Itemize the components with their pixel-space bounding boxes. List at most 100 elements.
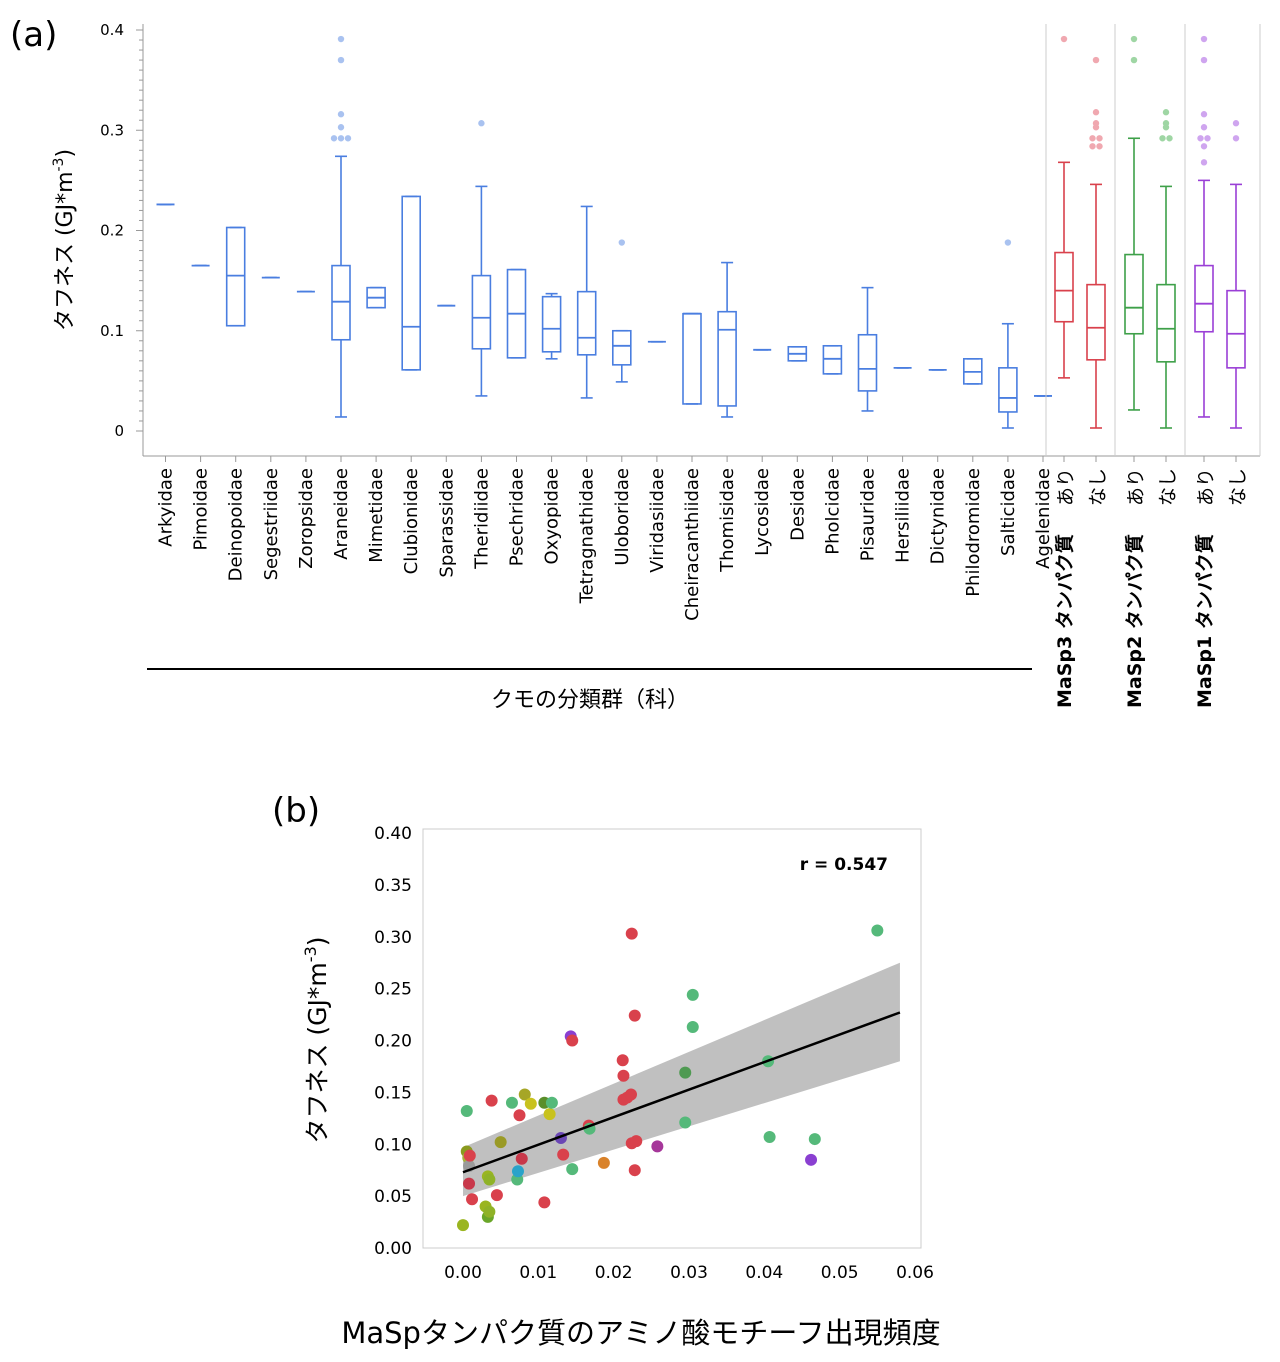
scatter-point [538, 1196, 551, 1209]
box-masp2-nashi [1156, 109, 1176, 429]
panel-a-x-labels: Arkyidae Pimoidae Deinopoidae Segestriidae Z… [156, 468, 1250, 708]
panel-a-y-ticks: 0 0.1 0.2 0.3 0.4 [100, 21, 143, 440]
panel-b-y-axis-label: タフネス (GJ*m-3) [301, 936, 332, 1143]
box-araneidae [330, 35, 352, 418]
scatter-point [624, 1088, 637, 1101]
panel-a-box-plot: (a) タフネス (GJ*m-3) 0 0.1 0.2 0.3 0.4 Arkyidae… [10, 15, 1261, 713]
scatter-point [686, 988, 699, 1001]
family-label: Araneidae [331, 468, 352, 560]
y-tick-label: 0.00 [374, 1239, 412, 1259]
family-label: Lycosidae [752, 468, 773, 556]
box [822, 344, 843, 375]
outlier-point [1096, 135, 1103, 142]
outlier-point [1092, 109, 1100, 116]
scatter-point [628, 1164, 641, 1177]
outlier-point [1232, 135, 1240, 142]
presence-label: なし [1227, 468, 1249, 506]
box [576, 290, 597, 356]
box [1194, 264, 1214, 333]
box-masp3-nashi [1086, 56, 1106, 429]
presence-label: なし [1087, 468, 1109, 506]
outlier-point [1162, 109, 1170, 116]
outlier-point [1162, 124, 1170, 131]
box-clubionidae [401, 195, 422, 371]
panel-b-scatter-plot: (b) タフネス (GJ*m-3) 0.000.050.100.150.200.… [272, 791, 941, 1350]
outlier-point [337, 56, 345, 64]
scatter-point [566, 1163, 579, 1176]
scatter-point [483, 1173, 496, 1186]
family-label: Theridiidae [471, 468, 492, 570]
masp-group-label: MaSp3 タンパク質 [1053, 534, 1076, 708]
panel-a-label: (a) [10, 15, 57, 55]
family-label: Dictynidae [928, 468, 949, 564]
svg-text:タフネス (GJ*m-3): タフネス (GJ*m-3) [301, 936, 332, 1143]
box-desidae [787, 345, 808, 362]
family-label: Pisauridae [858, 468, 879, 561]
scatter-point [511, 1165, 524, 1178]
panel-a-x-ticks [165, 456, 1237, 462]
scatter-point [460, 1105, 473, 1118]
svg-text:タフネス (GJ*m-3): タフネス (GJ*m-3) [51, 149, 78, 331]
scatter-point [543, 1108, 556, 1121]
family-label: Pimoidae [191, 468, 212, 551]
presence-label: あり [1195, 468, 1217, 506]
scatter-point [463, 1149, 476, 1162]
family-label: Uloboridae [612, 468, 633, 566]
scatter-point [679, 1116, 692, 1129]
box [401, 195, 422, 371]
family-label: Cheiracanthiidae [682, 468, 703, 621]
scatter-point [763, 1130, 776, 1143]
box-tetragnathidae [576, 205, 597, 399]
panel-a-y-axis-label-sup: -3 [51, 158, 67, 172]
box [1156, 283, 1176, 363]
panel-a-y-axis-label: タフネス (GJ*m-3) [51, 149, 78, 331]
box-cheiracanthiidae [682, 312, 702, 405]
outlier-point [1092, 56, 1100, 64]
y-tick-label: 0.05 [374, 1187, 412, 1207]
outlier-point [478, 120, 485, 127]
panel-b-y-axis-label-close: ) [303, 936, 332, 946]
outlier-point [330, 135, 338, 142]
outlier-point [1197, 135, 1204, 142]
scatter-point [466, 1193, 479, 1206]
panel-b-label: (b) [272, 791, 320, 831]
scatter-point [545, 1096, 558, 1109]
outlier-point [1200, 111, 1208, 118]
masp-group-label: MaSp1 タンパク質 [1193, 534, 1216, 708]
outlier-point [337, 111, 345, 118]
scatter-point [871, 924, 884, 937]
outlier-point [1089, 143, 1096, 150]
outlier-point [337, 135, 345, 142]
box [1086, 283, 1106, 361]
outlier-point [1166, 135, 1173, 142]
box-thomisidae [717, 261, 737, 418]
confidence-band-area [463, 962, 900, 1197]
outlier-point [1089, 135, 1096, 142]
family-label: Agelenidae [1033, 468, 1054, 569]
family-label: Desidae [787, 468, 808, 541]
outlier-point [618, 239, 625, 246]
scatter-point [505, 1096, 518, 1109]
family-label: Zoropsidae [296, 468, 317, 569]
outlier-point [1060, 35, 1068, 43]
x-tick-label: 0.05 [821, 1263, 859, 1283]
outlier-point [1200, 35, 1208, 43]
family-label: Segestriidae [261, 468, 282, 580]
box-pholcidae [822, 344, 843, 375]
box-pisauridae [857, 286, 878, 412]
panel-b-y-axis-label-main: タフネス (GJ*m [303, 962, 332, 1143]
y-tick-label: 0.15 [374, 1083, 412, 1103]
box-masp1-nashi [1226, 120, 1246, 429]
x-tick-label: 0.04 [745, 1263, 783, 1283]
box-oxyopidae [541, 292, 562, 360]
scatter-point [625, 927, 638, 940]
family-label: Sparassidae [436, 468, 457, 578]
family-label: Oxyopidae [542, 468, 563, 564]
y-tick-label: 0.25 [374, 980, 412, 1000]
x-tick-label: 0.03 [670, 1263, 708, 1283]
family-label: Arkyidae [156, 468, 177, 547]
box-masp3-ari [1054, 35, 1074, 379]
y-tick-label: 0.35 [374, 876, 412, 896]
box [717, 310, 737, 407]
